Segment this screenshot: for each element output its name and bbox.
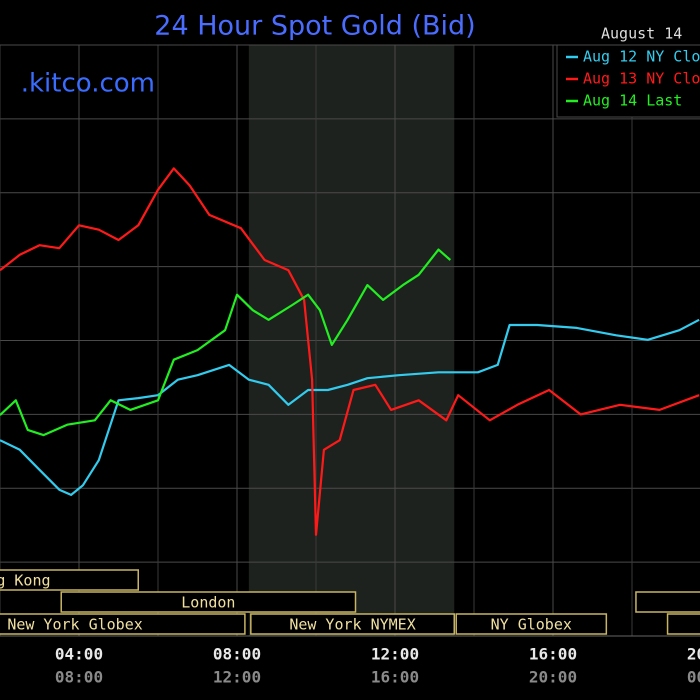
session-bar [250, 613, 455, 635]
x-tick-label-secondary: 12:00 [213, 668, 261, 687]
legend-label: Aug 14 Last [583, 92, 682, 110]
session-label: NY Globex [491, 616, 572, 634]
session-bar [0, 569, 139, 591]
plot-area [0, 44, 700, 637]
legend-box [556, 44, 700, 118]
x-tick-label-secondary: 20:00 [529, 668, 577, 687]
session-label: London [181, 594, 235, 612]
session-label: New York Globex [7, 616, 142, 634]
session-bar [0, 613, 246, 635]
x-tick-label-secondary: 08:00 [55, 668, 103, 687]
session-label: New York NYMEX [289, 616, 415, 634]
session-bar [635, 591, 700, 613]
session-bar [455, 613, 608, 635]
legend-label: Aug 13 NY Close [583, 70, 700, 88]
series-line [0, 318, 700, 496]
x-tick-label-secondary: 16:00 [371, 668, 419, 687]
x-tick-label: 16:00 [529, 645, 577, 664]
x-tick-label: 20:00 [687, 645, 700, 664]
x-tick-label: 08:00 [213, 645, 261, 664]
x-tick-label: 12:00 [371, 645, 419, 664]
session-bar [666, 613, 700, 635]
chart-title: 24 Hour Spot Gold (Bid) [154, 11, 475, 42]
date-label: August 14 [601, 25, 682, 43]
series-line [0, 167, 700, 536]
brand: .kitco.com [21, 69, 155, 99]
series-line [0, 248, 452, 437]
x-tick-label: 04:00 [55, 645, 103, 664]
x-tick-label-secondary: 00:00 [687, 668, 700, 687]
session-bar [60, 591, 357, 613]
session-label: Hong Kong [0, 572, 51, 590]
legend-label: Aug 12 NY Close [583, 48, 700, 66]
